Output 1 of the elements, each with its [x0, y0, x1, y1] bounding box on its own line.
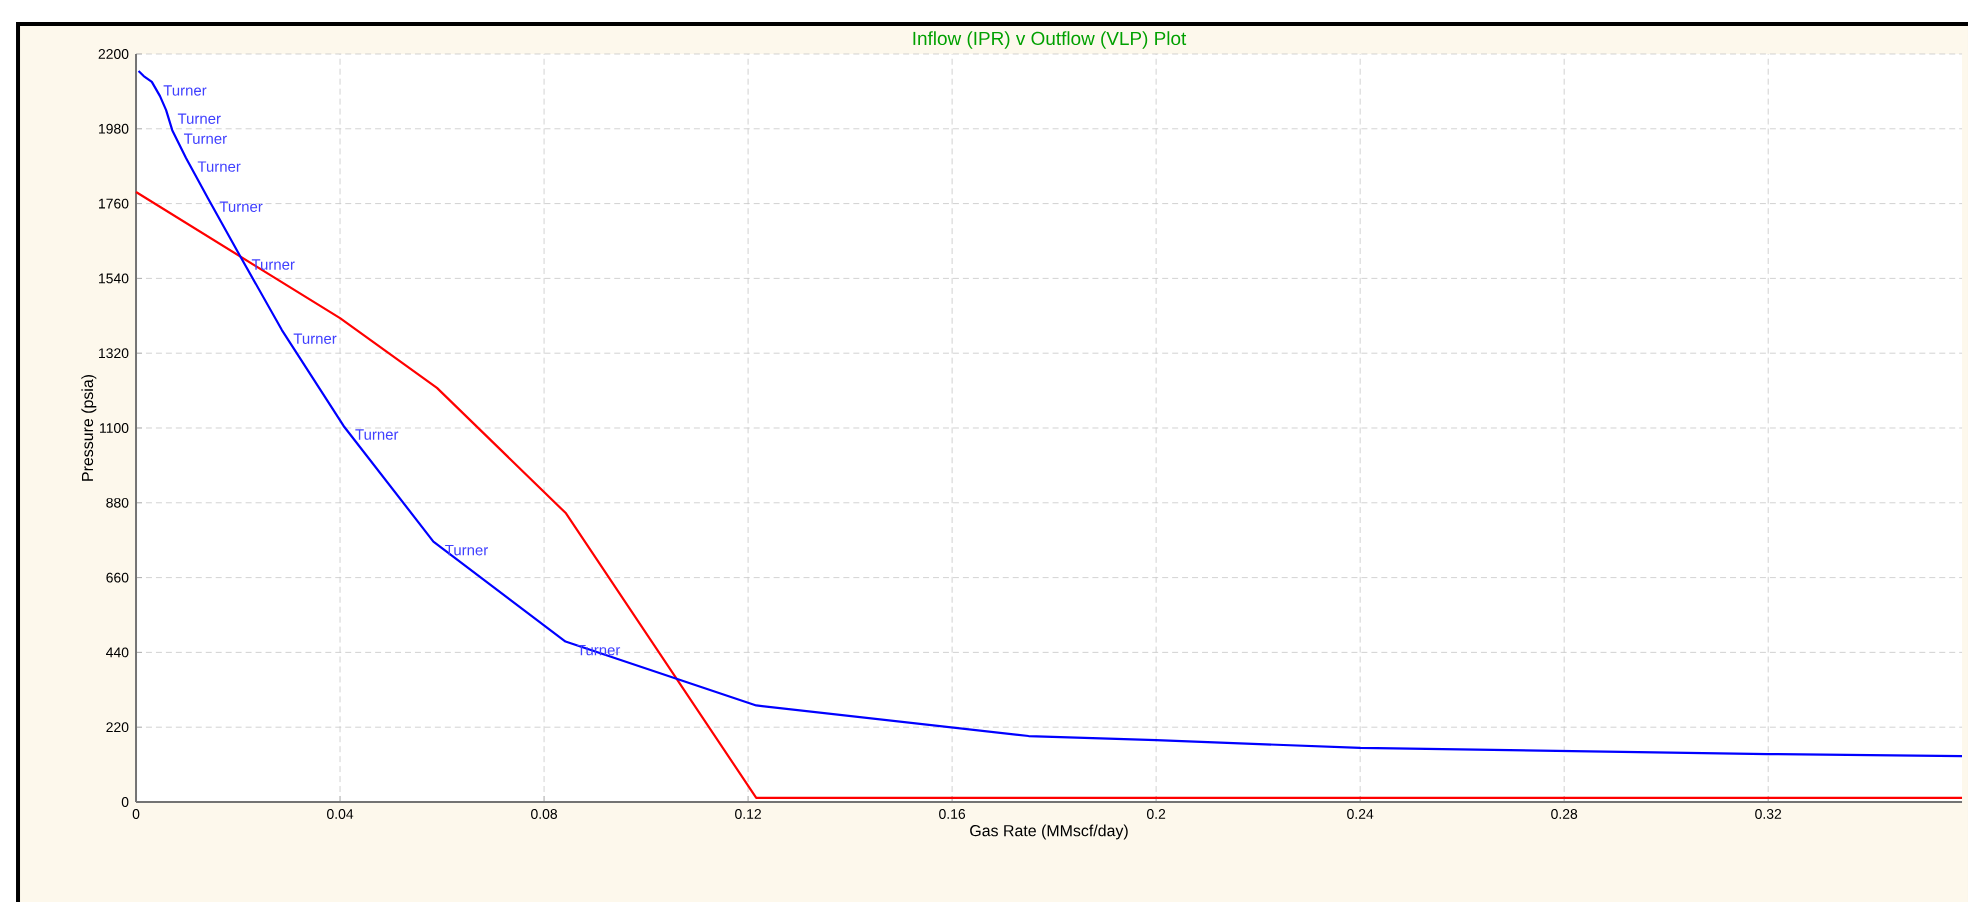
chart-title: Inflow (IPR) v Outflow (VLP) Plot	[913, 31, 1187, 49]
